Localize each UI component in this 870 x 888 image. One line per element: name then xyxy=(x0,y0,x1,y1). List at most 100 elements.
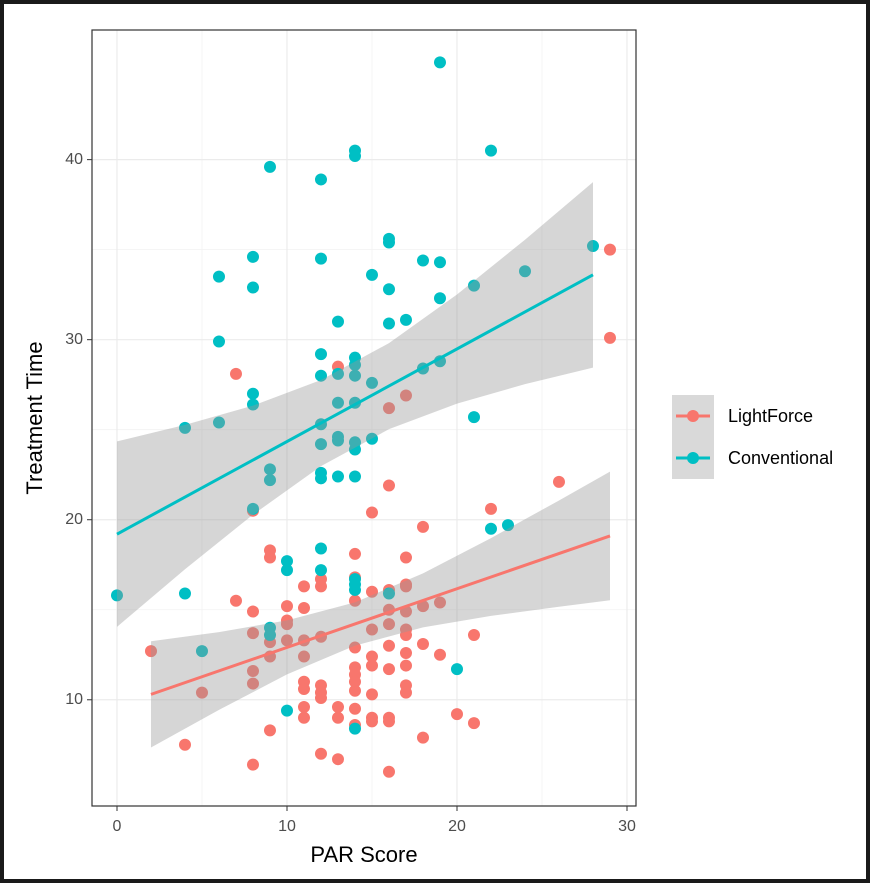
point xyxy=(348,443,361,456)
point xyxy=(433,56,446,69)
point xyxy=(365,715,378,728)
point xyxy=(280,704,293,717)
point xyxy=(246,502,259,515)
point xyxy=(365,650,378,663)
point xyxy=(382,765,395,778)
point xyxy=(365,623,378,636)
point xyxy=(195,686,208,699)
point xyxy=(331,367,344,380)
point xyxy=(348,641,361,654)
point xyxy=(314,542,327,555)
y-tick-label: 40 xyxy=(65,151,83,168)
point xyxy=(331,434,344,447)
point xyxy=(314,580,327,593)
point xyxy=(348,702,361,715)
point xyxy=(314,369,327,382)
x-tick-label: 20 xyxy=(448,818,466,835)
point xyxy=(399,313,412,326)
point xyxy=(331,711,344,724)
point xyxy=(280,634,293,647)
point xyxy=(348,594,361,607)
point xyxy=(365,376,378,389)
point xyxy=(297,580,310,593)
point xyxy=(263,551,276,564)
point xyxy=(365,432,378,445)
point xyxy=(314,747,327,760)
point xyxy=(484,144,497,157)
y-tick-label: 10 xyxy=(65,691,83,708)
point xyxy=(467,717,480,730)
point xyxy=(382,587,395,600)
point xyxy=(229,367,242,380)
point xyxy=(399,389,412,402)
point xyxy=(280,555,293,568)
point xyxy=(178,738,191,751)
fit-line xyxy=(150,534,611,696)
point xyxy=(314,691,327,704)
point xyxy=(246,664,259,677)
point xyxy=(178,421,191,434)
legend-label: Conventional xyxy=(728,448,833,468)
point xyxy=(382,236,395,249)
point xyxy=(399,551,412,564)
point xyxy=(331,396,344,409)
plot-border xyxy=(91,29,637,807)
point xyxy=(246,758,259,771)
point xyxy=(246,627,259,640)
point xyxy=(246,398,259,411)
point xyxy=(416,254,429,267)
point xyxy=(382,402,395,415)
point xyxy=(382,715,395,728)
point xyxy=(212,270,225,283)
point xyxy=(263,628,276,641)
y-tick-label: 20 xyxy=(65,511,83,528)
point xyxy=(399,646,412,659)
point xyxy=(382,317,395,330)
point xyxy=(382,639,395,652)
point xyxy=(348,583,361,596)
point xyxy=(314,438,327,451)
point xyxy=(331,700,344,713)
point xyxy=(212,416,225,429)
point xyxy=(331,753,344,766)
point xyxy=(450,708,463,721)
point xyxy=(501,519,514,532)
point xyxy=(382,479,395,492)
point xyxy=(467,628,480,641)
point xyxy=(297,711,310,724)
point xyxy=(178,587,191,600)
x-tick-label: 0 xyxy=(113,818,122,835)
point xyxy=(603,243,616,256)
point xyxy=(246,677,259,690)
y-axis-title: Treatment Time xyxy=(22,341,47,494)
point xyxy=(382,618,395,631)
point xyxy=(263,474,276,487)
point xyxy=(314,564,327,577)
x-axis-title: PAR Score xyxy=(310,842,417,867)
point xyxy=(263,463,276,476)
point xyxy=(365,688,378,701)
point xyxy=(314,348,327,361)
point xyxy=(348,684,361,697)
point xyxy=(433,648,446,661)
point xyxy=(399,628,412,641)
point xyxy=(144,645,157,658)
fit-line xyxy=(116,273,594,536)
point xyxy=(348,722,361,735)
point xyxy=(399,580,412,593)
point xyxy=(314,173,327,186)
point xyxy=(229,594,242,607)
point xyxy=(552,475,565,488)
point xyxy=(195,645,208,658)
point xyxy=(348,470,361,483)
point xyxy=(331,470,344,483)
point xyxy=(297,601,310,614)
point xyxy=(416,637,429,650)
point xyxy=(586,240,599,253)
point xyxy=(433,256,446,269)
point xyxy=(467,279,480,292)
confidence-band xyxy=(150,471,610,748)
point xyxy=(246,605,259,618)
point xyxy=(467,411,480,424)
